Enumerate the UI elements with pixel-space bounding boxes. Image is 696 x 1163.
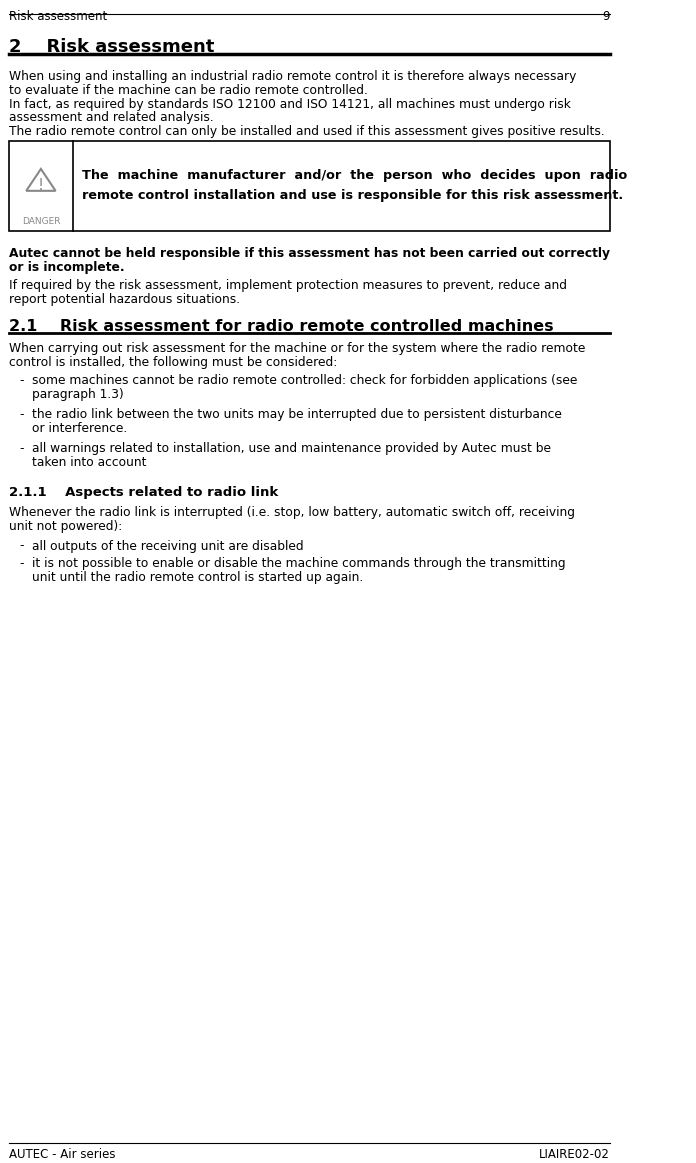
Text: DANGER: DANGER (22, 217, 60, 226)
Text: The radio remote control can only be installed and used if this assessment gives: The radio remote control can only be ins… (9, 126, 605, 138)
Text: -: - (19, 408, 24, 421)
Text: unit not powered):: unit not powered): (9, 520, 122, 533)
Text: unit until the radio remote control is started up again.: unit until the radio remote control is s… (32, 571, 363, 584)
Text: 2.1.1    Aspects related to radio link: 2.1.1 Aspects related to radio link (9, 486, 278, 499)
Text: taken into account: taken into account (32, 456, 147, 469)
Text: all warnings related to installation, use and maintenance provided by Autec must: all warnings related to installation, us… (32, 442, 551, 455)
Text: all outputs of the receiving unit are disabled: all outputs of the receiving unit are di… (32, 540, 303, 552)
Text: -: - (19, 557, 24, 570)
Text: 2.1    Risk assessment for radio remote controlled machines: 2.1 Risk assessment for radio remote con… (9, 319, 553, 334)
Text: Whenever the radio link is interrupted (i.e. stop, low battery, automatic switch: Whenever the radio link is interrupted (… (9, 506, 575, 519)
FancyBboxPatch shape (9, 142, 610, 231)
Text: Risk assessment: Risk assessment (9, 10, 107, 23)
Text: control is installed, the following must be considered:: control is installed, the following must… (9, 356, 337, 370)
Text: If required by the risk assessment, implement protection measures to prevent, re: If required by the risk assessment, impl… (9, 279, 567, 292)
Text: AUTEC - Air series: AUTEC - Air series (9, 1148, 116, 1161)
Text: LIAIRE02-02: LIAIRE02-02 (539, 1148, 610, 1161)
Text: !: ! (38, 178, 44, 193)
Text: some machines cannot be radio remote controlled: check for forbidden application: some machines cannot be radio remote con… (32, 374, 578, 387)
Text: When carrying out risk assessment for the machine or for the system where the ra: When carrying out risk assessment for th… (9, 342, 585, 356)
Text: -: - (19, 442, 24, 455)
Text: In fact, as required by standards ISO 12100 and ISO 14121, all machines must und: In fact, as required by standards ISO 12… (9, 98, 571, 110)
Text: report potential hazardous situations.: report potential hazardous situations. (9, 293, 240, 306)
Text: or interference.: or interference. (32, 422, 127, 435)
Text: it is not possible to enable or disable the machine commands through the transmi: it is not possible to enable or disable … (32, 557, 566, 570)
Text: When using and installing an industrial radio remote control it is therefore alw: When using and installing an industrial … (9, 70, 576, 83)
Text: -: - (19, 540, 24, 552)
Text: the radio link between the two units may be interrupted due to persistent distur: the radio link between the two units may… (32, 408, 562, 421)
Text: The  machine  manufacturer  and/or  the  person  who  decides  upon  radio: The machine manufacturer and/or the pers… (82, 170, 627, 183)
Text: to evaluate if the machine can be radio remote controlled.: to evaluate if the machine can be radio … (9, 84, 367, 97)
Text: remote control installation and use is responsible for this risk assessment.: remote control installation and use is r… (82, 190, 623, 202)
Text: or is incomplete.: or is incomplete. (9, 261, 125, 273)
Text: paragraph 1.3): paragraph 1.3) (32, 388, 124, 401)
Text: assessment and related analysis.: assessment and related analysis. (9, 112, 214, 124)
Text: Autec cannot be held responsible if this assessment has not been carried out cor: Autec cannot be held responsible if this… (9, 247, 610, 259)
Text: 2    Risk assessment: 2 Risk assessment (9, 38, 214, 56)
Text: -: - (19, 374, 24, 387)
Text: 9: 9 (603, 10, 610, 23)
